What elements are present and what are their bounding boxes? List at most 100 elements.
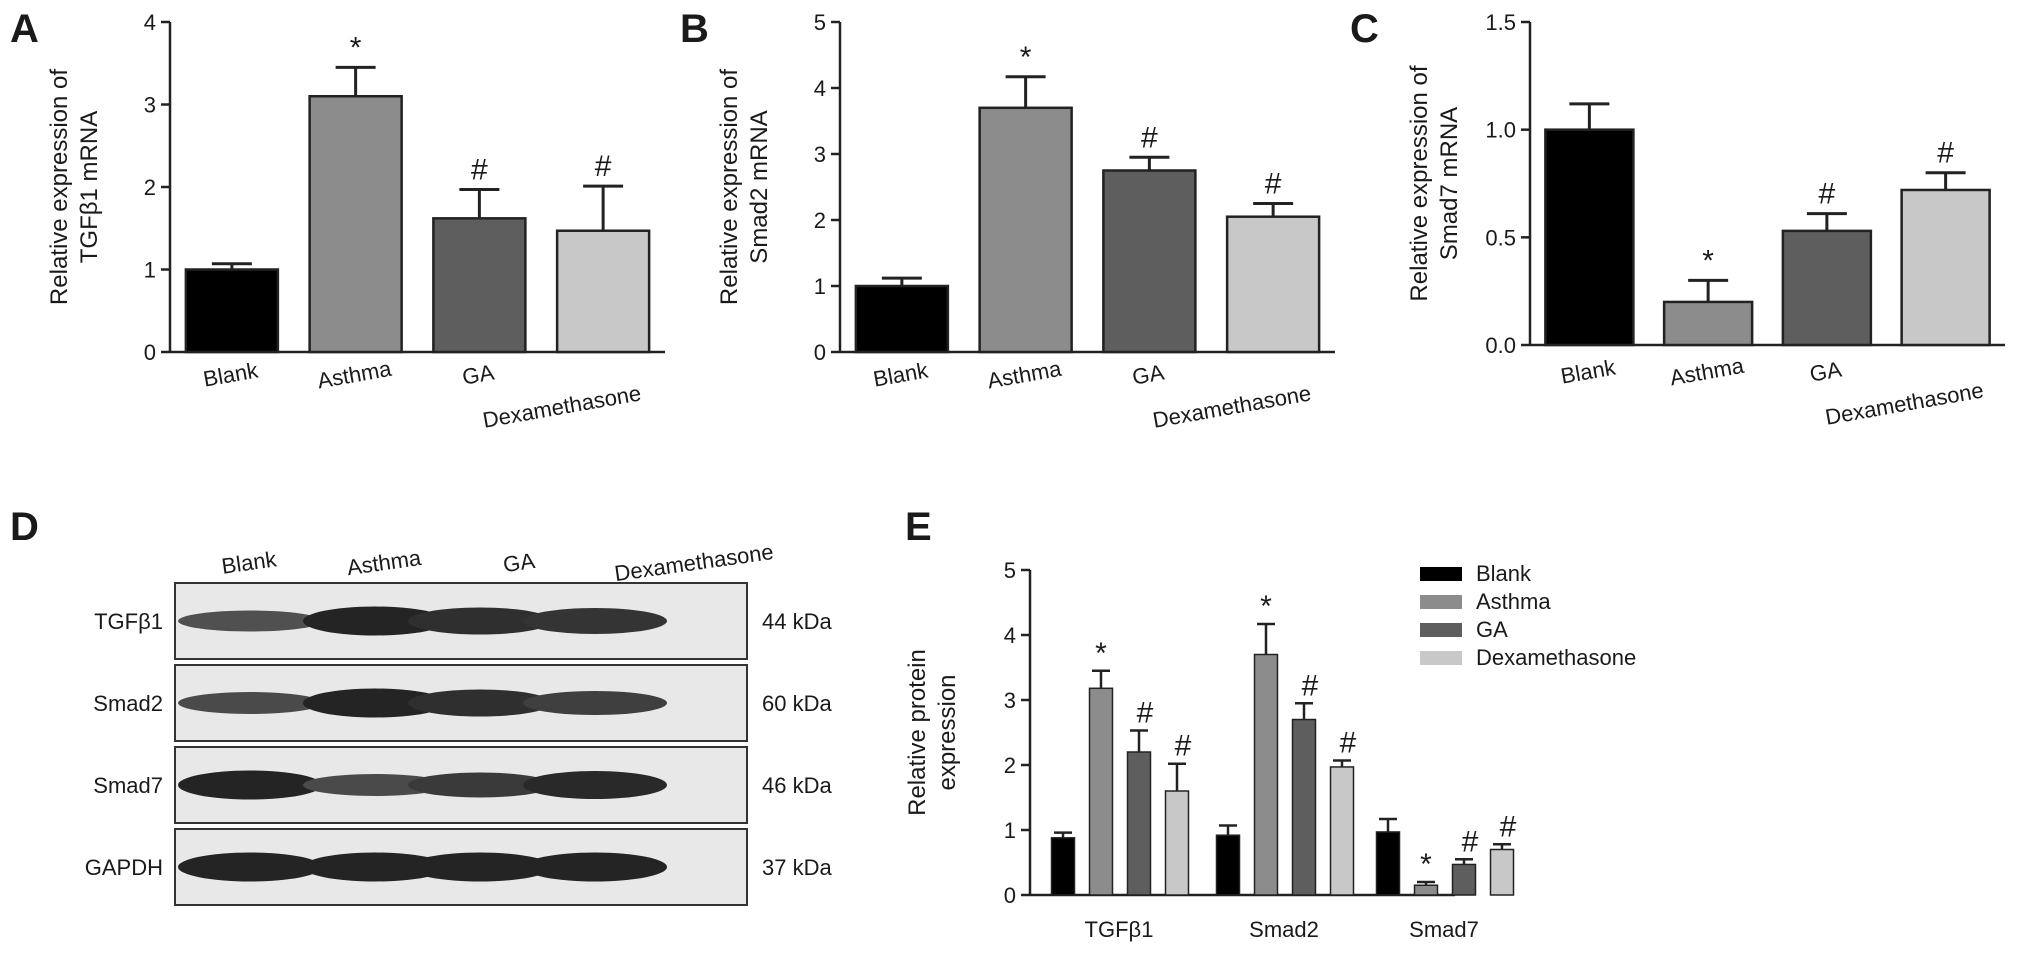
panel-letter-a: A — [10, 7, 39, 51]
blot-column-label: Blank — [220, 546, 279, 579]
bar-asthma — [1413, 884, 1439, 896]
x-category-label: Blank — [871, 357, 931, 391]
x-category-label: TGFβ1 — [1085, 917, 1154, 942]
y-axis-label: Relative expression of — [1406, 65, 1433, 301]
y-tick-label: 1.5 — [1485, 10, 1516, 35]
y-axis-label: Relative protein — [904, 649, 931, 816]
bar-ga — [1451, 863, 1477, 896]
bar-dexamethasone — [1489, 848, 1515, 896]
significance-marker: # — [1265, 168, 1282, 201]
legend-entry: Blank — [1476, 561, 1532, 586]
blot-band — [523, 608, 667, 634]
legend-swatch — [1420, 651, 1462, 665]
x-category-label: GA — [460, 359, 496, 389]
x-category-label: Asthma — [315, 356, 394, 394]
blot-band — [303, 852, 447, 882]
blot-protein-label: GAPDH — [85, 855, 163, 880]
y-tick-label: 5 — [1004, 558, 1016, 583]
bar-dexamethasone — [1329, 766, 1355, 896]
x-category-label: GA — [1130, 359, 1166, 389]
chart-b-smad2-mrna: 0 1 2 3 4 5 Relative expression of Smad2 mRNA Bl… — [716, 10, 1335, 433]
significance-marker: # — [1937, 137, 1954, 170]
x-category-label: Blank — [201, 357, 261, 391]
y-tick-label: 1 — [1004, 818, 1016, 843]
bar-ga — [1102, 169, 1197, 354]
x-category-label: Asthma — [985, 356, 1064, 394]
blot-band — [408, 772, 552, 798]
bar-asthma — [978, 106, 1073, 354]
bar-dexamethasone — [1900, 188, 1991, 347]
blot-band — [178, 692, 322, 714]
blot-column-label: Dexamethasone — [613, 539, 775, 586]
blot-band — [408, 607, 552, 635]
significance-marker: # — [471, 153, 488, 186]
y-tick-label: 4 — [144, 10, 156, 35]
y-axis-label: Smad2 mRNA — [746, 110, 773, 263]
bar-dexamethasone — [1225, 215, 1321, 354]
blot-band — [523, 771, 667, 799]
significance-marker: # — [1175, 730, 1192, 763]
y-tick-label: 3 — [814, 142, 826, 167]
significance-marker: # — [1141, 121, 1158, 154]
blot-protein-label: TGFβ1 — [94, 609, 163, 634]
y-axis-label: Relative expression of — [46, 69, 73, 305]
blot-band — [178, 610, 322, 632]
bar-blank — [184, 268, 280, 354]
significance-marker: # — [1340, 726, 1357, 759]
significance-marker: # — [1462, 825, 1479, 858]
x-category-label: Dexamethasone — [481, 380, 643, 432]
significance-marker: * — [1260, 590, 1272, 623]
y-tick-label: 0 — [1004, 883, 1016, 908]
y-axis-label: expression — [934, 674, 961, 790]
blot-band — [408, 852, 552, 882]
blot-protein-label: Smad2 — [93, 691, 163, 716]
y-tick-label: 0 — [814, 340, 826, 365]
blot-protein-label: Smad7 — [93, 773, 163, 798]
x-category-label: Smad7 — [1409, 917, 1479, 942]
y-tick-label: 4 — [1004, 623, 1016, 648]
y-tick-label: 2 — [144, 175, 156, 200]
x-category-label: Smad2 — [1249, 917, 1319, 942]
blot-size-label: 46 kDa — [762, 773, 832, 798]
blot-band — [178, 770, 322, 800]
significance-marker: * — [350, 31, 362, 64]
blot-column-label: Asthma — [345, 545, 423, 580]
x-category-label: Blank — [1559, 354, 1619, 388]
y-tick-label: 5 — [814, 10, 826, 35]
bar-ga — [432, 217, 527, 354]
bar-ga — [1291, 718, 1317, 896]
legend-swatch — [1420, 595, 1462, 609]
significance-marker: # — [1137, 697, 1154, 730]
bar-asthma — [308, 95, 403, 354]
panel-letter-c: C — [1350, 7, 1379, 51]
significance-marker: * — [1420, 848, 1432, 881]
blot-band — [303, 688, 447, 718]
y-axis-label: Relative expression of — [716, 69, 743, 305]
significance-marker: * — [1020, 41, 1032, 74]
legend-entry: Dexamethasone — [1476, 645, 1636, 670]
x-category-label: Dexamethasone — [1151, 380, 1313, 432]
y-tick-label: 4 — [814, 76, 826, 101]
x-category-label: Asthma — [1668, 353, 1747, 391]
chart-e-protein-expression: 0 1 2 3 4 5 Relative protein expression TGFβ1 * # #… — [904, 558, 1636, 942]
y-tick-label: 1.0 — [1485, 118, 1516, 143]
y-tick-label: 1 — [144, 258, 156, 283]
y-tick-label: 2 — [1004, 753, 1016, 778]
blot-band — [303, 606, 447, 636]
panel-letter-d: D — [10, 505, 39, 549]
panel-letter-e: E — [905, 505, 932, 549]
y-tick-label: 0.0 — [1485, 333, 1516, 358]
legend-entry: Asthma — [1476, 589, 1551, 614]
chart-c-smad7-mrna: 0.0 0.5 1.0 1.5 Relative expression of Smad7 … — [1406, 10, 2005, 430]
bar-blank — [1375, 831, 1401, 896]
blot-band — [178, 852, 322, 882]
blot-band — [523, 691, 667, 715]
blot-size-label: 60 kDa — [762, 691, 832, 716]
blot-size-label: 37 kDa — [762, 855, 832, 880]
blot-column-label: GA — [501, 548, 536, 577]
y-tick-label: 0 — [144, 340, 156, 365]
bar-ga — [1781, 229, 1873, 347]
blot-size-label: 44 kDa — [762, 609, 832, 634]
bar-blank — [1544, 128, 1635, 347]
significance-marker: # — [1500, 810, 1517, 843]
